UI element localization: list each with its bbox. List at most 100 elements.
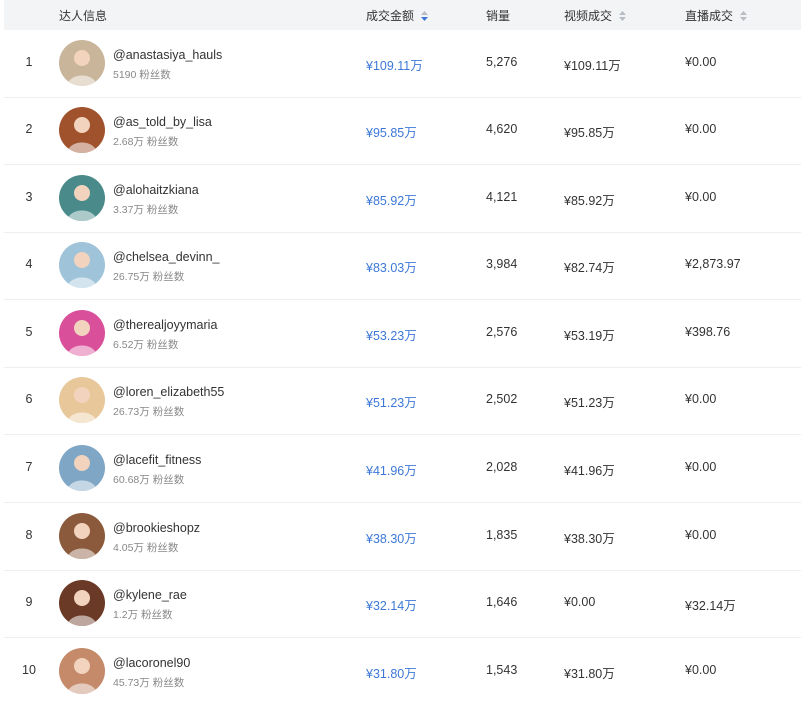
avatar-image <box>59 377 105 423</box>
gmv-value: ¥31.80万 <box>366 667 417 681</box>
gmv-value: ¥95.85万 <box>366 126 417 140</box>
rank-number: 7 <box>25 460 33 474</box>
avatar-image <box>59 580 105 626</box>
creator-handle[interactable]: @as_told_by_lisa <box>113 115 212 129</box>
rank-number: 1 <box>25 55 33 69</box>
follower-count: 26.75万 粉丝数 <box>113 271 185 283</box>
avatar[interactable] <box>59 580 105 626</box>
sales-value: 2,028 <box>486 460 518 474</box>
gmv-value: ¥83.03万 <box>366 261 417 275</box>
avatar[interactable] <box>59 377 105 423</box>
avatar[interactable] <box>59 310 105 356</box>
video-gmv-value: ¥95.85万 <box>564 126 615 140</box>
sales-value: 4,121 <box>486 190 518 204</box>
creator-handle[interactable]: @loren_elizabeth55 <box>113 385 225 399</box>
sales-value: 1,835 <box>486 528 518 542</box>
creator-handle[interactable]: @lacefit_fitness <box>113 453 202 467</box>
avatar-image <box>59 175 105 221</box>
sales-value: 2,502 <box>486 392 518 406</box>
rank-number: 8 <box>25 528 33 542</box>
col-header-sales: 销量 <box>486 9 511 23</box>
table-row[interactable]: 7 @lacefit_fitness 60.68万 粉丝数 ¥41.96万 2,… <box>4 435 801 503</box>
avatar[interactable] <box>59 40 105 86</box>
gmv-value: ¥53.23万 <box>366 329 417 343</box>
follower-count: 45.73万 粉丝数 <box>113 677 185 689</box>
rank-number: 10 <box>22 663 36 677</box>
col-header-gmv-label: 成交金额 <box>366 9 415 23</box>
creator-handle[interactable]: @chelsea_devinn_ <box>113 250 220 264</box>
follower-count: 4.05万 粉丝数 <box>113 542 179 554</box>
rank-number: 9 <box>25 595 33 609</box>
avatar-image <box>59 513 105 559</box>
col-header-gmv[interactable]: 成交金额 <box>366 9 429 23</box>
table-row[interactable]: 2 @as_told_by_lisa 2.68万 粉丝数 ¥95.85万 4,6… <box>4 97 801 165</box>
avatar-image <box>59 310 105 356</box>
video-gmv-value: ¥41.96万 <box>564 464 615 478</box>
live-gmv-value: ¥0.00 <box>685 55 717 69</box>
sales-value: 2,576 <box>486 325 518 339</box>
video-gmv-value: ¥31.80万 <box>564 667 615 681</box>
video-gmv-value: ¥53.19万 <box>564 329 615 343</box>
table-row[interactable]: 10 @lacoronel90 45.73万 粉丝数 ¥31.80万 1,543… <box>4 638 801 705</box>
gmv-value: ¥109.11万 <box>366 59 423 73</box>
avatar[interactable] <box>59 242 105 288</box>
creator-handle[interactable]: @alohaitzkiana <box>113 183 199 197</box>
follower-count: 60.68万 粉丝数 <box>113 474 185 486</box>
rank-number: 5 <box>25 325 33 339</box>
table-row[interactable]: 5 @therealjoyymaria 6.52万 粉丝数 ¥53.23万 2,… <box>4 300 801 368</box>
sales-value: 1,646 <box>486 595 518 609</box>
live-gmv-value: ¥0.00 <box>685 460 717 474</box>
video-gmv-value: ¥109.11万 <box>564 59 621 73</box>
avatar[interactable] <box>59 513 105 559</box>
sort-icon[interactable] <box>740 11 748 21</box>
avatar-image <box>59 648 105 694</box>
gmv-value: ¥38.30万 <box>366 532 417 546</box>
sales-value: 3,984 <box>486 257 518 271</box>
follower-count: 26.73万 粉丝数 <box>113 406 185 418</box>
col-header-video-gmv[interactable]: 视频成交 <box>564 9 627 23</box>
sort-icon[interactable] <box>619 11 627 21</box>
table-row[interactable]: 6 @loren_elizabeth55 26.73万 粉丝数 ¥51.23万 … <box>4 367 801 435</box>
follower-count: 1.2万 粉丝数 <box>113 609 173 621</box>
rank-number: 2 <box>25 122 33 136</box>
table-row[interactable]: 1 @anastasiya_hauls 5190 粉丝数 ¥109.11万 5,… <box>4 30 801 98</box>
avatar-image <box>59 107 105 153</box>
avatar[interactable] <box>59 445 105 491</box>
creator-handle[interactable]: @therealjoyymaria <box>113 318 218 332</box>
live-gmv-value: ¥0.00 <box>685 663 717 677</box>
avatar[interactable] <box>59 107 105 153</box>
sort-icon[interactable] <box>421 11 429 21</box>
creator-handle[interactable]: @lacoronel90 <box>113 656 191 670</box>
avatar-image <box>59 242 105 288</box>
sales-value: 5,276 <box>486 55 518 69</box>
video-gmv-value: ¥51.23万 <box>564 396 615 410</box>
creator-handle[interactable]: @brookieshopz <box>113 521 201 535</box>
live-gmv-value: ¥0.00 <box>685 392 717 406</box>
creator-handle[interactable]: @kylene_rae <box>113 588 187 602</box>
gmv-value: ¥85.92万 <box>366 194 417 208</box>
avatar[interactable] <box>59 648 105 694</box>
avatar[interactable] <box>59 175 105 221</box>
col-header-live-gmv-label: 直播成交 <box>685 9 734 23</box>
gmv-value: ¥41.96万 <box>366 464 417 478</box>
rank-number: 4 <box>25 257 33 271</box>
live-gmv-value: ¥0.00 <box>685 190 717 204</box>
follower-count: 5190 粉丝数 <box>113 69 171 81</box>
live-gmv-value: ¥0.00 <box>685 122 717 136</box>
table-row[interactable]: 4 @chelsea_devinn_ 26.75万 粉丝数 ¥83.03万 3,… <box>4 232 801 300</box>
col-header-video-gmv-label: 视频成交 <box>564 9 613 23</box>
creator-handle[interactable]: @anastasiya_hauls <box>113 48 223 62</box>
table-row[interactable]: 9 @kylene_rae 1.2万 粉丝数 ¥32.14万 1,646 ¥0.… <box>4 570 801 638</box>
table-header: 达人信息 成交金额 销量 视频成交 直播成交 <box>4 0 801 30</box>
avatar-image <box>59 445 105 491</box>
col-header-creator: 达人信息 <box>59 9 108 23</box>
table-row[interactable]: 8 @brookieshopz 4.05万 粉丝数 ¥38.30万 1,835 … <box>4 503 801 571</box>
col-header-live-gmv[interactable]: 直播成交 <box>685 9 748 23</box>
rank-number: 6 <box>25 392 33 406</box>
table-row[interactable]: 3 @alohaitzkiana 3.37万 粉丝数 ¥85.92万 4,121… <box>4 165 801 233</box>
sales-value: 4,620 <box>486 122 518 136</box>
gmv-value: ¥32.14万 <box>366 599 417 613</box>
follower-count: 3.37万 粉丝数 <box>113 204 179 216</box>
rank-number: 3 <box>25 190 33 204</box>
gmv-value: ¥51.23万 <box>366 396 417 410</box>
